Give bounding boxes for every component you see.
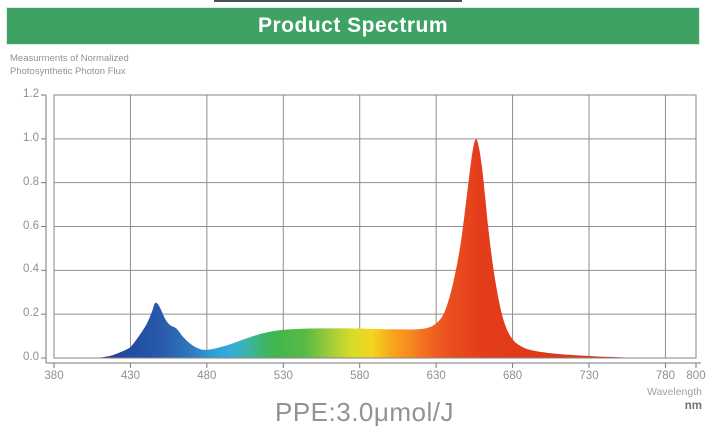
y-axis-caption: Measurments of Normalized Photosynthetic…	[10, 52, 129, 78]
title-bar: Product Spectrum	[6, 7, 700, 45]
top-edge-artifact	[214, 0, 462, 2]
y-tick-label: 0.4	[23, 263, 39, 276]
x-tick-label: 680	[502, 370, 523, 382]
y-tick-label: 0.0	[23, 351, 39, 363]
y-axis-caption-line2: Photosynthetic Photon Flux	[10, 66, 126, 77]
x-tick-label: 380	[44, 370, 64, 382]
spectrum-area	[54, 138, 696, 359]
x-tick-label: 430	[120, 370, 141, 382]
x-tick-label: 630	[426, 370, 446, 382]
plot-border	[53, 94, 697, 359]
x-tick-label: 780	[655, 370, 676, 382]
x-tick-label: 480	[197, 370, 217, 382]
ppe-value-label: PPE:3.0μmol/J	[275, 397, 454, 427]
x-tick-label: 730	[579, 370, 599, 382]
y-tick-label: 0.6	[23, 219, 39, 232]
y-tick-label: 0.2	[23, 307, 39, 320]
x-tick-label: 530	[273, 370, 293, 382]
x-axis-unit-label: Wavelength	[646, 386, 702, 398]
y-tick-label: 0.8	[23, 175, 39, 188]
page-title: Product Spectrum	[257, 14, 449, 37]
x-tick-label: 580	[350, 370, 370, 382]
y-tick-label: 1.2	[23, 88, 39, 100]
x-tick-label: 800	[686, 370, 706, 382]
x-axis-unit-nm-label: nm	[684, 400, 702, 412]
y-axis-caption-line1: Measurments of Normalized	[10, 53, 129, 64]
y-tick-label: 1.0	[23, 131, 39, 144]
